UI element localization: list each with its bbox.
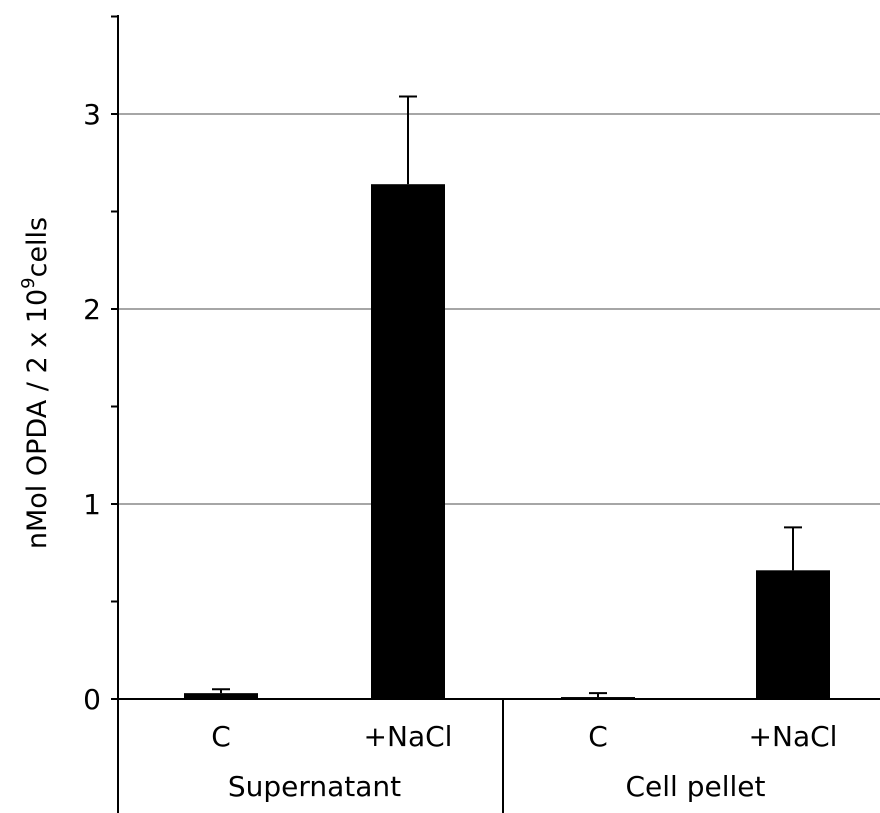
bar — [184, 693, 258, 699]
x-tick-label: +NaCl — [749, 720, 838, 753]
x-tick-label: +NaCl — [364, 720, 453, 753]
y-axis-label-suffix: cells — [22, 217, 53, 278]
bar — [371, 184, 445, 699]
y-tick-label: 3 — [83, 98, 101, 131]
x-tick-label: C — [588, 720, 608, 753]
y-axis-label-main: nMol OPDA / 2 x 10 — [22, 289, 53, 549]
y-axis-label: nMol OPDA / 2 x 109cells — [18, 217, 53, 549]
group-label: Cell pellet — [626, 770, 766, 803]
y-axis-label-superscript: 9 — [18, 277, 39, 288]
gridlines — [118, 113, 880, 505]
axis-labels: 0 1 2 3 C +NaCl C +NaCl Supernatant Cell pellet — [83, 98, 837, 803]
axes — [111, 15, 880, 813]
bars — [184, 184, 830, 699]
x-tick-label: C — [211, 720, 231, 753]
y-tick-label: 1 — [83, 488, 101, 521]
bar — [756, 570, 830, 699]
error-bars — [212, 95, 802, 698]
y-tick-label: 0 — [83, 683, 101, 716]
y-tick-label: 2 — [83, 293, 101, 326]
group-label: Supernatant — [228, 770, 401, 803]
